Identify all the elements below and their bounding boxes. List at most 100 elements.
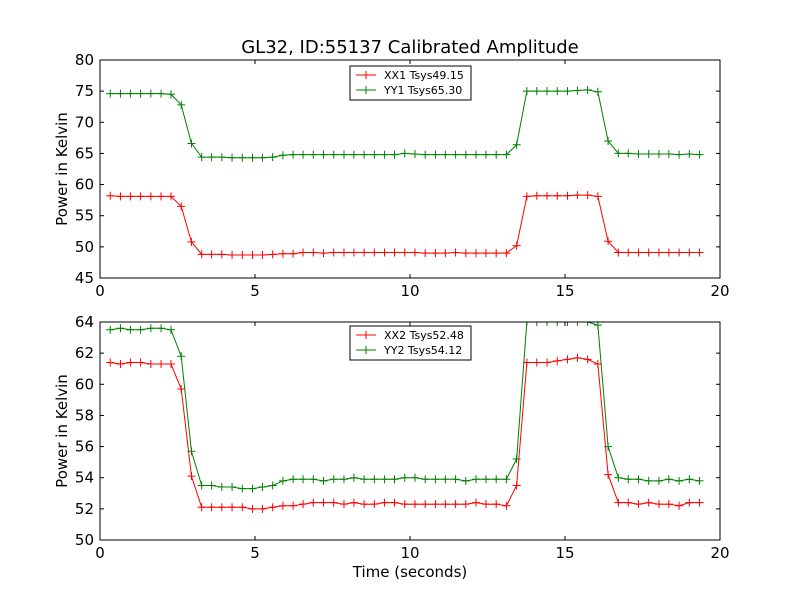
- axes-panel-1: 0 5 10 15 20 45 50 55 60 65 70 75 80 Power in Kelvin X…: [53, 51, 730, 300]
- legend-box: [349, 65, 472, 101]
- data-point-marker: [187, 237, 196, 246]
- data-point-marker: [502, 501, 511, 510]
- legend: XX2 Tsys52.48 YY2 Tsys54.12: [349, 325, 472, 361]
- data-point-marker: [289, 501, 298, 510]
- series-1-group: [106, 353, 704, 513]
- data-point-marker: [299, 500, 308, 509]
- data-point-marker: [116, 360, 125, 369]
- data-point-marker: [157, 192, 166, 201]
- chart-title: GL32, ID:55137 Calibrated Amplitude: [241, 37, 579, 58]
- y-tick-label: 56: [75, 438, 94, 456]
- data-point-marker: [563, 87, 572, 96]
- data-point-marker: [238, 484, 247, 493]
- data-point-marker: [319, 476, 328, 485]
- data-point-marker: [360, 475, 369, 484]
- data-point-marker: [614, 248, 623, 257]
- data-point-marker: [289, 249, 298, 258]
- data-point-marker: [360, 150, 369, 159]
- data-point-marker: [664, 248, 673, 257]
- data-point-marker: [146, 324, 155, 333]
- data-point-marker: [238, 503, 247, 512]
- data-point-marker: [472, 475, 481, 484]
- y-tick-label: 70: [75, 113, 94, 131]
- data-point-marker: [624, 498, 633, 507]
- data-point-marker: [512, 481, 521, 490]
- data-point-marker: [400, 500, 409, 509]
- data-point-marker: [410, 248, 419, 257]
- data-point-marker: [675, 501, 684, 510]
- data-point-marker: [339, 500, 348, 509]
- data-point-marker: [157, 89, 166, 98]
- data-point-marker: [258, 483, 267, 492]
- legend-marker: [362, 71, 370, 79]
- data-point-marker: [441, 475, 450, 484]
- legend-marker: [362, 346, 370, 354]
- data-point-marker: [573, 86, 582, 95]
- data-point-marker: [197, 250, 206, 259]
- data-point-marker: [278, 249, 287, 258]
- data-point-marker: [349, 248, 358, 257]
- data-point-marker: [644, 498, 653, 507]
- data-point-marker: [207, 503, 216, 512]
- data-point-marker: [654, 150, 663, 159]
- data-point-marker: [136, 89, 145, 98]
- data-point-marker: [370, 150, 379, 159]
- data-point-marker: [410, 500, 419, 509]
- data-point-marker: [278, 501, 287, 510]
- legend: XX1 Tsys49.15 YY1 Tsys65.30: [349, 65, 472, 101]
- data-point-marker: [583, 191, 592, 200]
- data-point-marker: [197, 153, 206, 162]
- data-point-marker: [502, 150, 511, 159]
- x-tick-label: 0: [95, 282, 105, 300]
- data-point-marker: [309, 248, 318, 257]
- data-point-marker: [116, 324, 125, 333]
- data-point-marker: [461, 476, 470, 485]
- series-1-group: [106, 191, 704, 259]
- data-point-marker: [228, 483, 237, 492]
- data-point-marker: [644, 476, 653, 485]
- data-point-marker: [563, 191, 572, 200]
- data-point-marker: [512, 241, 521, 250]
- data-point-marker: [166, 360, 175, 369]
- data-point-marker: [624, 248, 633, 257]
- data-point-marker: [228, 250, 237, 259]
- data-point-marker: [136, 192, 145, 201]
- x-tick-label: 5: [250, 544, 260, 562]
- y-tick-label: 58: [75, 406, 94, 424]
- data-point-marker: [106, 325, 115, 334]
- data-point-marker: [593, 87, 602, 96]
- data-point-marker: [624, 149, 633, 158]
- data-point-marker: [339, 150, 348, 159]
- data-point-marker: [268, 153, 277, 162]
- data-point-marker: [604, 442, 613, 451]
- data-point-marker: [604, 237, 613, 246]
- y-axis-label: Power in Kelvin: [53, 112, 71, 226]
- data-point-marker: [289, 150, 298, 159]
- data-point-marker: [481, 150, 490, 159]
- legend-label: YY1 Tsys65.30: [383, 84, 462, 97]
- data-point-marker: [146, 192, 155, 201]
- data-point-marker: [217, 483, 226, 492]
- data-point-marker: [532, 87, 541, 96]
- data-point-marker: [472, 498, 481, 507]
- data-point-marker: [522, 322, 531, 326]
- data-point-marker: [197, 481, 206, 490]
- data-point-marker: [319, 249, 328, 258]
- data-point-marker: [166, 325, 175, 334]
- data-point-marker: [390, 498, 399, 507]
- y-tick-label: 45: [75, 269, 94, 287]
- data-point-marker: [451, 150, 460, 159]
- data-point-marker: [654, 476, 663, 485]
- data-point-marker: [207, 250, 216, 259]
- data-point-marker: [675, 248, 684, 257]
- data-point-marker: [675, 476, 684, 485]
- data-point-marker: [472, 249, 481, 258]
- data-point-marker: [299, 475, 308, 484]
- data-point-marker: [106, 89, 115, 98]
- data-point-marker: [664, 475, 673, 484]
- data-point-marker: [349, 498, 358, 507]
- data-point-marker: [593, 360, 602, 369]
- data-point-marker: [177, 352, 186, 361]
- data-point-marker: [492, 249, 501, 258]
